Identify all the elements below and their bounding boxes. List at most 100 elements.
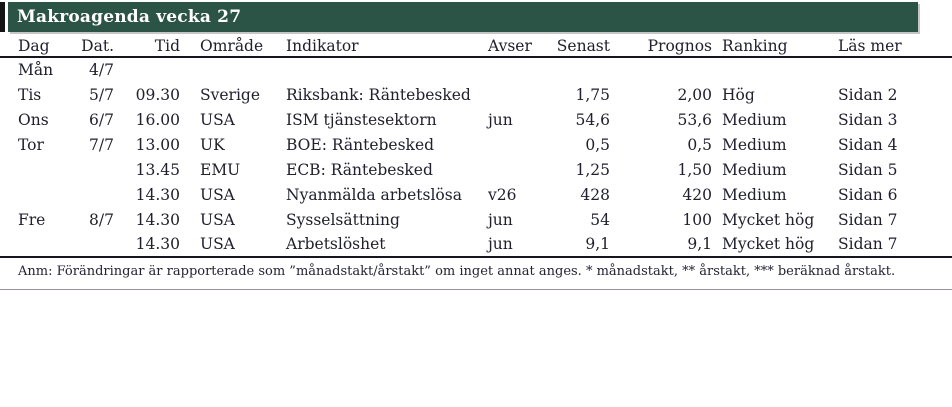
cell-indikator: Nyanmälda arbetslösa	[286, 185, 462, 204]
cell-dag: Tis	[18, 85, 42, 104]
col-header-avser: Avser	[486, 36, 538, 58]
col-header-senast: Senast	[538, 36, 610, 58]
cell-dat: 5/7	[89, 85, 114, 104]
cell-omrade: Sverige	[200, 85, 261, 104]
table-row: Mån 4/7	[0, 57, 952, 82]
cell-indikator: BOE: Räntebesked	[286, 135, 435, 154]
cell-lasmer: Sidan 2	[838, 85, 898, 104]
table-row: Ons 6/7 16.00 USA ISM tjänstesektorn jun…	[0, 107, 952, 132]
cell-omrade: USA	[200, 110, 235, 129]
cell-dat: 7/7	[89, 135, 114, 154]
cell-senast: 0,5	[585, 135, 610, 154]
table-row: Tis 5/7 09.30 Sverige Riksbank: Räntebes…	[0, 82, 952, 107]
table-row: Tor 7/7 13.00 UK BOE: Räntebesked 0,5 0,…	[0, 132, 952, 157]
cell-tid: 14.30	[114, 232, 180, 258]
cell-ranking: Mycket hög	[722, 210, 815, 229]
cell-dat: 6/7	[89, 110, 114, 129]
col-header-lasmer: Läs mer	[836, 36, 952, 58]
cell-senast: 428	[580, 185, 610, 204]
header-row: Dag Dat. Tid Område Indikator Avser Sena…	[0, 36, 952, 58]
cell-avser: jun	[486, 232, 538, 258]
cell-ranking	[712, 57, 836, 82]
cell-prognos: 53,6	[677, 110, 712, 129]
cell-prognos: 0,5	[687, 135, 712, 154]
col-header-dag: Dag	[0, 36, 78, 58]
cell-dat	[78, 182, 114, 207]
cell-indikator: Sysselsättning	[286, 210, 400, 229]
left-accent-stripe	[0, 2, 5, 32]
cell-avser: jun	[488, 210, 513, 229]
cell-senast: 54,6	[575, 110, 610, 129]
cell-avser	[486, 82, 538, 107]
table-body: Mån 4/7 Tis 5/7 09.30 Sverige Riksbank: …	[0, 57, 952, 258]
cell-dag	[0, 157, 78, 182]
table-row: 14.30 USA Nyanmälda arbetslösa v26 428 4…	[0, 182, 952, 207]
cell-avser: jun	[488, 110, 513, 129]
cell-indikator: ISM tjänstesektorn	[286, 110, 437, 129]
cell-dag: Tor	[18, 135, 44, 154]
col-header-dat: Dat.	[78, 36, 114, 58]
cell-ranking: Medium	[722, 135, 787, 154]
macro-agenda-table: Dag Dat. Tid Område Indikator Avser Sena…	[0, 36, 952, 258]
cell-omrade: UK	[200, 135, 225, 154]
cell-lasmer: Sidan 7	[836, 232, 952, 258]
cell-dag: Mån	[18, 61, 54, 79]
cell-prognos: 9,1	[610, 232, 712, 258]
page-title: Makroagenda vecka 27	[17, 7, 242, 27]
col-header-indikator: Indikator	[284, 36, 486, 58]
cell-prognos: 100	[682, 210, 712, 229]
cell-prognos	[610, 57, 712, 82]
cell-prognos: 420	[682, 185, 712, 204]
cell-omrade: EMU	[200, 160, 241, 179]
cell-omrade	[180, 57, 284, 82]
cell-dat: 4/7	[89, 61, 114, 79]
cell-avser: v26	[488, 185, 517, 204]
cell-avser	[486, 57, 538, 82]
cell-senast: 1,75	[575, 85, 610, 104]
cell-ranking: Hög	[722, 85, 755, 104]
cell-dag	[0, 182, 78, 207]
cell-tid: 13.00	[135, 135, 180, 154]
cell-lasmer	[836, 57, 952, 82]
cell-senast: 54	[590, 210, 610, 229]
cell-omrade: USA	[200, 210, 235, 229]
cell-ranking: Medium	[722, 110, 787, 129]
cell-indikator: ECB: Räntebesked	[286, 160, 433, 179]
cell-avser	[486, 132, 538, 157]
cell-lasmer: Sidan 3	[838, 110, 898, 129]
cell-avser	[486, 157, 538, 182]
table-row: 13.45 EMU ECB: Räntebesked 1,25 1,50 Med…	[0, 157, 952, 182]
cell-senast: 9,1	[538, 232, 610, 258]
cell-tid: 16.00	[135, 110, 180, 129]
cell-tid: 13.45	[135, 160, 180, 179]
cell-dat	[78, 232, 114, 258]
cell-senast: 1,25	[575, 160, 610, 179]
table-header: Dag Dat. Tid Område Indikator Avser Sena…	[0, 36, 952, 58]
cell-prognos: 1,50	[677, 160, 712, 179]
cell-lasmer: Sidan 6	[838, 185, 898, 204]
cell-tid	[114, 57, 180, 82]
cell-dat: 8/7	[89, 210, 114, 229]
cell-lasmer: Sidan 7	[838, 210, 898, 229]
cell-dat	[78, 157, 114, 182]
cell-ranking: Mycket hög	[712, 232, 836, 258]
cell-dag: Fre	[18, 210, 46, 229]
cell-tid: 14.30	[135, 185, 180, 204]
cell-prognos: 2,00	[677, 85, 712, 104]
cell-senast	[538, 57, 610, 82]
table-row: Fre 8/7 14.30 USA Sysselsättning jun 54 …	[0, 207, 952, 232]
footnote: Anm: Förändringar är rapporterade som ”m…	[0, 259, 952, 290]
title-bar: Makroagenda vecka 27	[8, 2, 918, 32]
cell-omrade: USA	[180, 232, 284, 258]
col-header-omrade: Område	[180, 36, 284, 58]
cell-tid: 09.30	[135, 85, 180, 104]
cell-ranking: Medium	[722, 160, 787, 179]
col-header-tid: Tid	[114, 36, 180, 58]
table-row: 14.30 USA Arbetslöshet jun 9,1 9,1 Mycke…	[0, 232, 952, 258]
cell-dag: Ons	[18, 110, 49, 129]
cell-indikator: Arbetslöshet	[284, 232, 486, 258]
cell-omrade: USA	[200, 185, 235, 204]
cell-tid: 14.30	[135, 210, 180, 229]
cell-ranking: Medium	[722, 185, 787, 204]
